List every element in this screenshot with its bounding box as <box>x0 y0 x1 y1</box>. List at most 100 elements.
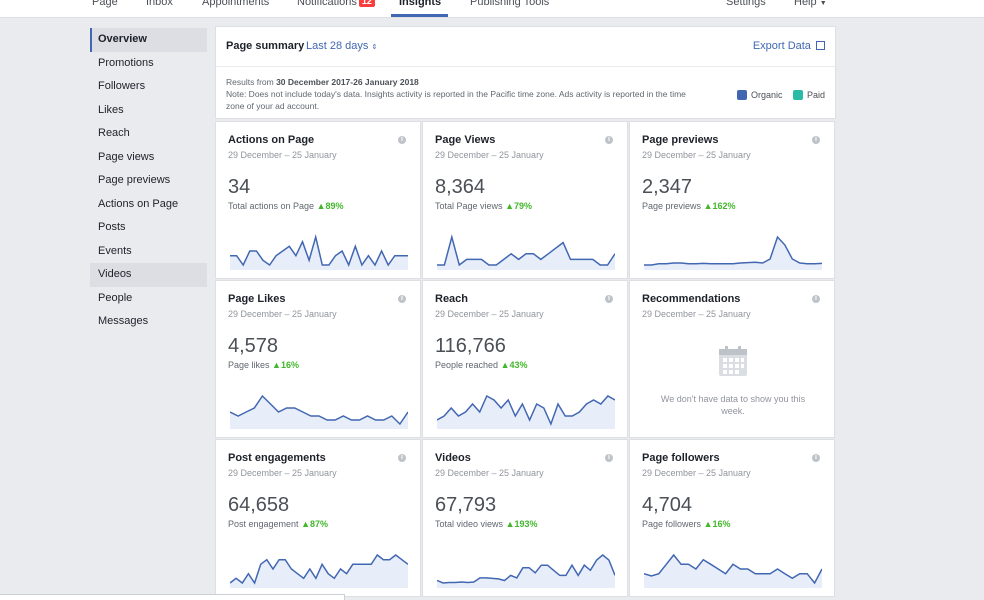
sidebar-item-videos[interactable]: Videos <box>90 263 207 287</box>
card-subtitle: Page likes ▲16% <box>228 360 299 370</box>
tab-notifications-label: Notifications <box>297 0 357 8</box>
card-sub-label: Total Page views <box>435 201 503 211</box>
metric-card[interactable]: Page Likes 29 December – 25 January i 4,… <box>215 280 421 438</box>
sidebar-item-people[interactable]: People <box>98 291 133 304</box>
info-icon[interactable]: i <box>605 295 613 303</box>
sparkline-chart <box>230 394 408 429</box>
export-data-button[interactable]: Export Data <box>753 40 825 52</box>
chevron-down-icon: ▼ <box>819 0 827 7</box>
sidebar-item-actions-on-page[interactable]: Actions on Page <box>98 197 179 210</box>
sidebar-item-followers[interactable]: Followers <box>98 80 146 92</box>
card-value: 8,364 <box>435 176 486 198</box>
metric-card[interactable]: Actions on Page 29 December – 25 January… <box>215 121 421 279</box>
card-value: 116,766 <box>435 335 506 357</box>
chart-legend: Organic Paid <box>729 90 825 100</box>
tab-publishing-tools[interactable]: Publishing Tools <box>470 0 550 8</box>
tab-appointments[interactable]: Appointments <box>202 0 270 8</box>
tab-page[interactable]: Page <box>92 0 118 8</box>
card-subtitle: Page followers ▲16% <box>642 519 731 529</box>
sidebar-item-page-previews[interactable]: Page previews <box>98 174 171 186</box>
card-value: 4,578 <box>228 335 279 357</box>
help-menu[interactable]: Help ▼ <box>794 0 827 8</box>
card-title: Reach <box>435 293 469 305</box>
card-title: Page Likes <box>228 293 286 305</box>
sidebar-item-overview[interactable]: Overview <box>90 28 207 52</box>
metric-card-recommendations[interactable]: Recommendations 29 December – 25 January… <box>629 280 835 438</box>
card-date-range: 29 December – 25 January <box>435 309 544 319</box>
trend-up-icon: ▲ <box>703 519 713 529</box>
card-value: 2,347 <box>642 176 693 198</box>
top-navigation: Page Inbox Appointments Notifications 12 … <box>0 0 984 18</box>
legend-swatch-paid <box>792 90 803 100</box>
card-date-range: 29 December – 25 January <box>228 150 337 160</box>
sidebar-item-messages[interactable]: Messages <box>98 315 149 327</box>
sidebar-item-events[interactable]: Events <box>98 244 132 257</box>
date-range-selector[interactable]: Last 28 days ⇕ <box>306 40 377 52</box>
sparkline-area <box>644 555 822 588</box>
card-sub-label: Total actions on Page <box>228 201 315 211</box>
sidebar-item-page-views[interactable]: Page views <box>98 150 155 163</box>
sparkline-chart <box>437 394 615 429</box>
card-title: Post engagements <box>228 452 326 464</box>
page-summary-header: Page summary Last 28 days ⇕ Export Data <box>216 27 835 67</box>
metric-card[interactable]: Page followers 29 December – 25 January … <box>629 439 835 597</box>
card-sub-label: People reached <box>435 360 499 370</box>
legend-paid-label: Paid <box>806 90 825 100</box>
metric-card[interactable]: Page Views 29 December – 25 January i 8,… <box>422 121 628 279</box>
sparkline-area <box>437 237 615 270</box>
info-icon[interactable]: i <box>812 136 820 144</box>
timezone-note: Note: Does not include today's data. Ins… <box>226 89 686 111</box>
tab-notifications[interactable]: Notifications 12 <box>297 0 375 8</box>
metric-card[interactable]: Page previews 29 December – 25 January i… <box>629 121 835 279</box>
chat-bar[interactable] <box>0 594 345 600</box>
tab-insights[interactable]: Insights <box>399 0 442 8</box>
trend-up-icon: ▲ <box>703 201 713 211</box>
card-sub-label: Post engagement <box>228 519 299 529</box>
tab-inbox[interactable]: Inbox <box>146 0 173 8</box>
sidebar-item-posts[interactable]: Posts <box>98 221 126 233</box>
card-value: 4,704 <box>642 494 693 516</box>
settings-link[interactable]: Settings <box>726 0 766 8</box>
metric-card[interactable]: Videos 29 December – 25 January i 67,793… <box>422 439 628 597</box>
card-subtitle: Total Page views ▲79% <box>435 201 532 211</box>
notification-count-badge: 12 <box>358 0 375 7</box>
card-sub-label: Page previews <box>642 201 702 211</box>
card-subtitle: Page previews ▲162% <box>642 201 736 211</box>
info-icon[interactable]: i <box>812 295 820 303</box>
updown-icon: ⇕ <box>371 44 378 51</box>
info-icon[interactable]: i <box>605 136 613 144</box>
card-title: Videos <box>435 452 471 464</box>
info-icon[interactable]: i <box>398 295 406 303</box>
sparkline-area <box>437 555 615 588</box>
trend-up-icon: ▲ <box>301 519 310 529</box>
info-icon[interactable]: i <box>605 454 613 462</box>
card-change: 162% <box>712 201 736 211</box>
sparkline-line-organic <box>644 235 822 266</box>
sparkline-line-organic <box>437 234 615 267</box>
info-icon[interactable]: i <box>812 454 820 462</box>
card-value: 64,658 <box>228 494 290 516</box>
sparkline-area <box>644 237 822 270</box>
export-data-label: Export Data <box>752 40 811 52</box>
card-subtitle: Total video views ▲193% <box>435 519 538 529</box>
card-date-range: 29 December – 25 January <box>435 468 544 478</box>
trend-up-icon: ▲ <box>500 360 510 370</box>
empty-state-message: We don't have data to show you this week… <box>660 394 806 416</box>
metric-card[interactable]: Post engagements 29 December – 25 Januar… <box>215 439 421 597</box>
sidebar-item-promotions[interactable]: Promotions <box>98 56 154 69</box>
metric-card[interactable]: Reach 29 December – 25 January i 116,766… <box>422 280 628 438</box>
sparkline-chart <box>437 554 615 588</box>
info-icon[interactable]: i <box>398 136 406 144</box>
card-title: Page followers <box>642 452 720 464</box>
trend-up-icon: ▲ <box>505 201 514 211</box>
results-prefix: Results from <box>226 77 277 87</box>
card-date-range: 29 December – 25 January <box>228 309 337 319</box>
info-icon[interactable]: i <box>398 454 406 462</box>
sidebar-item-reach[interactable]: Reach <box>98 127 130 139</box>
active-tab-indicator <box>391 14 448 17</box>
card-subtitle: People reached ▲43% <box>435 360 528 370</box>
sparkline-chart <box>230 234 408 270</box>
sidebar-item-likes[interactable]: Likes <box>98 103 124 116</box>
insights-sidebar: Overview Promotions Followers Likes Reac… <box>90 28 207 334</box>
results-range: 30 December 2017-26 January 2018 <box>276 77 419 87</box>
